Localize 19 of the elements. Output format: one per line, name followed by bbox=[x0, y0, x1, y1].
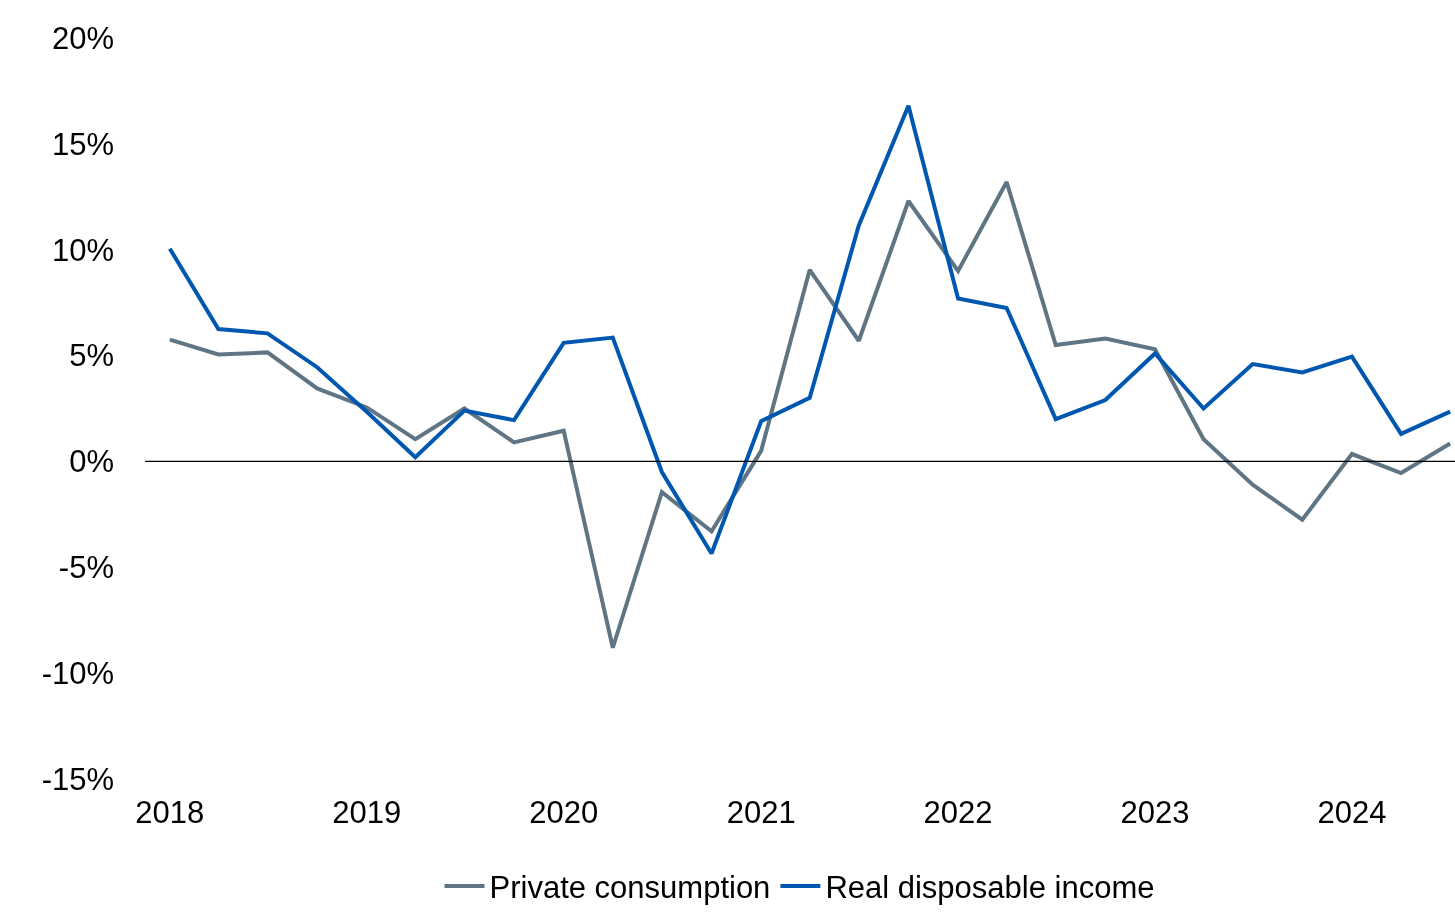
y-tick-label: -10% bbox=[41, 655, 114, 691]
y-tick-label: 15% bbox=[51, 126, 114, 162]
legend-label: Real disposable income bbox=[825, 870, 1155, 906]
x-tick-label: 2023 bbox=[1120, 795, 1190, 830]
y-tick-label: -5% bbox=[58, 550, 114, 586]
x-tick-label: 2024 bbox=[1317, 795, 1387, 830]
y-tick-label: 10% bbox=[51, 232, 114, 268]
line-series bbox=[167, 103, 1453, 556]
y-tick-label: 5% bbox=[69, 338, 114, 374]
x-tick-label: 2020 bbox=[529, 795, 599, 830]
x-tick-label: 2022 bbox=[923, 795, 993, 830]
x-tick-label: 2019 bbox=[332, 795, 402, 830]
legend-label: Private consumption bbox=[489, 870, 771, 906]
y-tick-label: -15% bbox=[41, 761, 114, 797]
y-tick-label: 20% bbox=[51, 20, 114, 56]
y-tick-label: 0% bbox=[69, 444, 114, 480]
x-tick-label: 2018 bbox=[135, 795, 205, 830]
line-series bbox=[167, 179, 1453, 650]
x-tick-label: 2021 bbox=[726, 795, 796, 830]
